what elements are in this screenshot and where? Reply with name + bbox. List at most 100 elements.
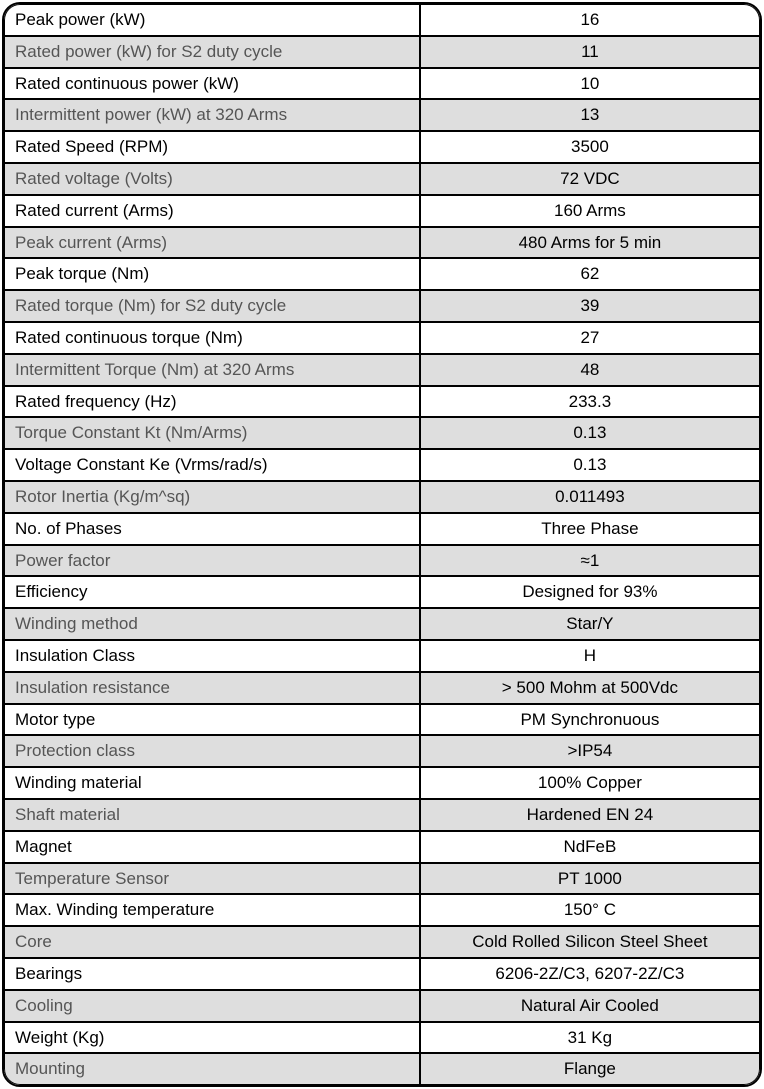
- spec-value: PT 1000: [420, 863, 760, 895]
- spec-value: 39: [420, 290, 760, 322]
- spec-label: Winding method: [4, 608, 420, 640]
- spec-label: Rated torque (Nm) for S2 duty cycle: [4, 290, 420, 322]
- spec-label: Cooling: [4, 990, 420, 1022]
- spec-value: 480 Arms for 5 min: [420, 227, 760, 259]
- spec-value: Hardened EN 24: [420, 799, 760, 831]
- table-row: Max. Winding temperature150° C: [4, 894, 760, 926]
- table-row: Winding methodStar/Y: [4, 608, 760, 640]
- spec-label: Magnet: [4, 831, 420, 863]
- spec-label: Peak power (kW): [4, 4, 420, 36]
- spec-table-body: Peak power (kW)16Rated power (kW) for S2…: [4, 4, 760, 1085]
- spec-label: Insulation resistance: [4, 672, 420, 704]
- table-row: Shaft materialHardened EN 24: [4, 799, 760, 831]
- table-row: EfficiencyDesigned for 93%: [4, 576, 760, 608]
- spec-label: Efficiency: [4, 576, 420, 608]
- spec-value: 150° C: [420, 894, 760, 926]
- table-row: Rated power (kW) for S2 duty cycle11: [4, 36, 760, 68]
- spec-label: Temperature Sensor: [4, 863, 420, 895]
- spec-label: Core: [4, 926, 420, 958]
- spec-value: 233.3: [420, 386, 760, 418]
- table-row: CoreCold Rolled Silicon Steel Sheet: [4, 926, 760, 958]
- table-row: Voltage Constant Ke (Vrms/rad/s)0.13: [4, 449, 760, 481]
- spec-value: H: [420, 640, 760, 672]
- spec-value: 160 Arms: [420, 195, 760, 227]
- spec-label: Rated current (Arms): [4, 195, 420, 227]
- spec-value: Star/Y: [420, 608, 760, 640]
- table-row: Weight (Kg)31 Kg: [4, 1022, 760, 1054]
- table-row: Rated voltage (Volts)72 VDC: [4, 163, 760, 195]
- spec-value: NdFeB: [420, 831, 760, 863]
- table-row: CoolingNatural Air Cooled: [4, 990, 760, 1022]
- spec-label: Shaft material: [4, 799, 420, 831]
- spec-label: Peak current (Arms): [4, 227, 420, 259]
- table-row: Rated torque (Nm) for S2 duty cycle39: [4, 290, 760, 322]
- spec-label: Power factor: [4, 545, 420, 577]
- spec-label: Rated voltage (Volts): [4, 163, 420, 195]
- spec-value: 31 Kg: [420, 1022, 760, 1054]
- table-row: Rated continuous power (kW)10: [4, 68, 760, 100]
- spec-value: Designed for 93%: [420, 576, 760, 608]
- spec-value: Three Phase: [420, 513, 760, 545]
- table-row: Rated continuous torque (Nm)27: [4, 322, 760, 354]
- spec-label: Max. Winding temperature: [4, 894, 420, 926]
- spec-label: Torque Constant Kt (Nm/Arms): [4, 417, 420, 449]
- spec-value: 0.011493: [420, 481, 760, 513]
- spec-label: Weight (Kg): [4, 1022, 420, 1054]
- spec-value: 3500: [420, 131, 760, 163]
- table-row: Temperature SensorPT 1000: [4, 863, 760, 895]
- spec-label: Insulation Class: [4, 640, 420, 672]
- spec-value: 16: [420, 4, 760, 36]
- spec-value: 0.13: [420, 417, 760, 449]
- spec-value: 72 VDC: [420, 163, 760, 195]
- spec-label: Intermittent Torque (Nm) at 320 Arms: [4, 354, 420, 386]
- table-row: Peak power (kW)16: [4, 4, 760, 36]
- table-row: Torque Constant Kt (Nm/Arms)0.13: [4, 417, 760, 449]
- spec-label: Rated continuous power (kW): [4, 68, 420, 100]
- spec-label: No. of Phases: [4, 513, 420, 545]
- spec-label: Bearings: [4, 958, 420, 990]
- table-row: Insulation ClassH: [4, 640, 760, 672]
- spec-value: 62: [420, 258, 760, 290]
- table-row: MagnetNdFeB: [4, 831, 760, 863]
- table-row: Rated current (Arms)160 Arms: [4, 195, 760, 227]
- table-row: Peak torque (Nm)62: [4, 258, 760, 290]
- spec-value: 27: [420, 322, 760, 354]
- table-row: Motor typePM Synchronuous: [4, 704, 760, 736]
- spec-value: 48: [420, 354, 760, 386]
- spec-value: Natural Air Cooled: [420, 990, 760, 1022]
- spec-value: 13: [420, 99, 760, 131]
- spec-label: Mounting: [4, 1053, 420, 1085]
- spec-value: >IP54: [420, 735, 760, 767]
- spec-value: 6206-2Z/C3, 6207-2Z/C3: [420, 958, 760, 990]
- spec-table: Peak power (kW)16Rated power (kW) for S2…: [2, 2, 762, 1087]
- table-row: MountingFlange: [4, 1053, 760, 1085]
- spec-value: ≈1: [420, 545, 760, 577]
- table-row: Insulation resistance> 500 Mohm at 500Vd…: [4, 672, 760, 704]
- table-row: No. of PhasesThree Phase: [4, 513, 760, 545]
- spec-label: Motor type: [4, 704, 420, 736]
- spec-value: Flange: [420, 1053, 760, 1085]
- spec-value: Cold Rolled Silicon Steel Sheet: [420, 926, 760, 958]
- spec-label: Voltage Constant Ke (Vrms/rad/s): [4, 449, 420, 481]
- spec-value: PM Synchronuous: [420, 704, 760, 736]
- table-row: Peak current (Arms)480 Arms for 5 min: [4, 227, 760, 259]
- spec-value: 11: [420, 36, 760, 68]
- spec-label: Intermittent power (kW) at 320 Arms: [4, 99, 420, 131]
- table-row: Rotor Inertia (Kg/m^sq)0.011493: [4, 481, 760, 513]
- spec-label: Rated power (kW) for S2 duty cycle: [4, 36, 420, 68]
- spec-value: 10: [420, 68, 760, 100]
- spec-label: Peak torque (Nm): [4, 258, 420, 290]
- spec-label: Rated frequency (Hz): [4, 386, 420, 418]
- spec-label: Protection class: [4, 735, 420, 767]
- spec-value: 0.13: [420, 449, 760, 481]
- spec-label: Rated Speed (RPM): [4, 131, 420, 163]
- spec-label: Rated continuous torque (Nm): [4, 322, 420, 354]
- table-row: Winding material100% Copper: [4, 767, 760, 799]
- table-row: Rated frequency (Hz)233.3: [4, 386, 760, 418]
- table-row: Rated Speed (RPM)3500: [4, 131, 760, 163]
- table-row: Intermittent Torque (Nm) at 320 Arms48: [4, 354, 760, 386]
- spec-label: Rotor Inertia (Kg/m^sq): [4, 481, 420, 513]
- table-row: Intermittent power (kW) at 320 Arms13: [4, 99, 760, 131]
- table-row: Protection class>IP54: [4, 735, 760, 767]
- table-row: Power factor≈1: [4, 545, 760, 577]
